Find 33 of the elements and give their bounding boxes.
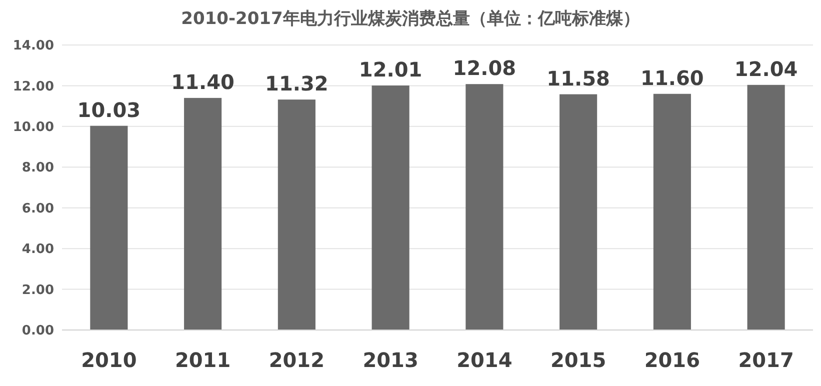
bar	[466, 84, 504, 330]
x-tick-label: 2016	[644, 348, 700, 372]
data-label: 11.40	[171, 70, 234, 94]
bar	[747, 84, 785, 330]
x-tick-label: 2014	[456, 348, 512, 372]
data-label: 12.01	[358, 58, 422, 82]
bar	[653, 94, 691, 330]
bar	[90, 126, 128, 330]
chart-title: 2010-2017年电力行业煤炭消费总量（单位：亿吨标准煤）	[181, 9, 640, 29]
data-label: 12.04	[734, 56, 798, 81]
bar	[278, 100, 316, 330]
y-tick-label: 14.00	[12, 38, 54, 54]
x-tick-label: 2011	[174, 348, 231, 372]
y-tick-label: 12.00	[12, 79, 54, 94]
x-tick-label: 2017	[738, 348, 794, 372]
x-tick-label: 2013	[362, 348, 418, 372]
y-tick-label: 2.00	[22, 282, 54, 298]
y-tick-label: 0.00	[22, 324, 54, 339]
data-label: 12.08	[452, 56, 516, 80]
x-tick-label: 2010	[81, 348, 137, 372]
data-label: 11.58	[546, 66, 610, 90]
bar	[560, 94, 598, 330]
data-label: 11.60	[640, 66, 704, 90]
bar	[372, 86, 410, 330]
x-tick-label: 2012	[268, 348, 325, 372]
y-tick-label: 6.00	[22, 201, 54, 216]
y-tick-label: 4.00	[22, 242, 54, 258]
data-label: 11.32	[265, 72, 328, 96]
data-label: 10.03	[77, 98, 141, 122]
bar	[184, 98, 222, 330]
x-tick-label: 2015	[550, 348, 606, 372]
y-tick-label: 10.00	[12, 120, 54, 135]
y-tick-label: 8.00	[22, 160, 54, 176]
